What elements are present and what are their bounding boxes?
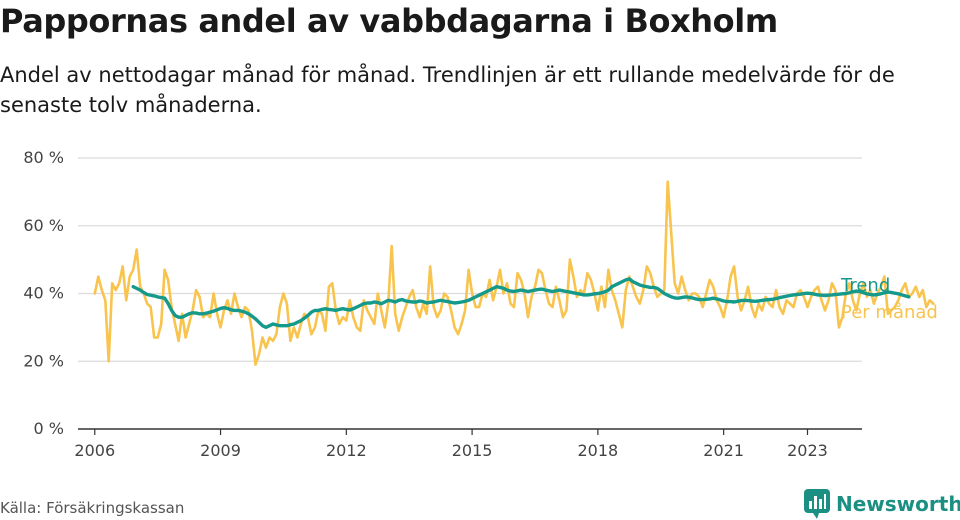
y-tick-label: 40 % [23, 284, 64, 303]
x-tick-label: 2023 [787, 441, 828, 460]
brand-logo: Newsworthy [804, 489, 960, 519]
x-tick-label: 2018 [578, 441, 619, 460]
x-tick-label: 2009 [200, 441, 241, 460]
grid-lines [78, 157, 862, 362]
brand-name: Newsworthy [836, 492, 960, 516]
chart-subtitle: Andel av nettodagar månad för månad. Tre… [0, 63, 895, 117]
series-lines [93, 180, 935, 366]
direct-labels: Per månad Trend [840, 275, 938, 323]
source-note: Källa: Försäkringskassan [0, 499, 185, 517]
legend-label-per-manad: Per månad [841, 302, 938, 323]
x-axis: 2006 2009 2012 2015 2018 2021 2023 [74, 428, 862, 460]
x-tick-label: 2015 [452, 441, 493, 460]
y-tick-label: 60 % [23, 216, 64, 235]
x-tick-label: 2021 [703, 441, 744, 460]
chart-title: Pappornas andel av vabbdagarna i Boxholm [0, 2, 778, 40]
series-line-per-manad [93, 180, 935, 366]
line-chart: 0 % 20 % 40 % 60 % 80 % 2006 2009 2012 2015 2018… [23, 148, 938, 460]
newsworthy-logo-icon [804, 489, 830, 519]
legend-label-trend: Trend [840, 275, 890, 296]
y-tick-label: 80 % [23, 148, 64, 167]
x-tick-label: 2012 [326, 441, 367, 460]
y-axis-ticks: 0 % 20 % 40 % 60 % 80 % [23, 148, 64, 438]
x-tick-label: 2006 [74, 441, 115, 460]
y-tick-label: 20 % [23, 351, 64, 370]
y-tick-label: 0 % [34, 419, 64, 438]
series-line-trend [131, 277, 911, 330]
